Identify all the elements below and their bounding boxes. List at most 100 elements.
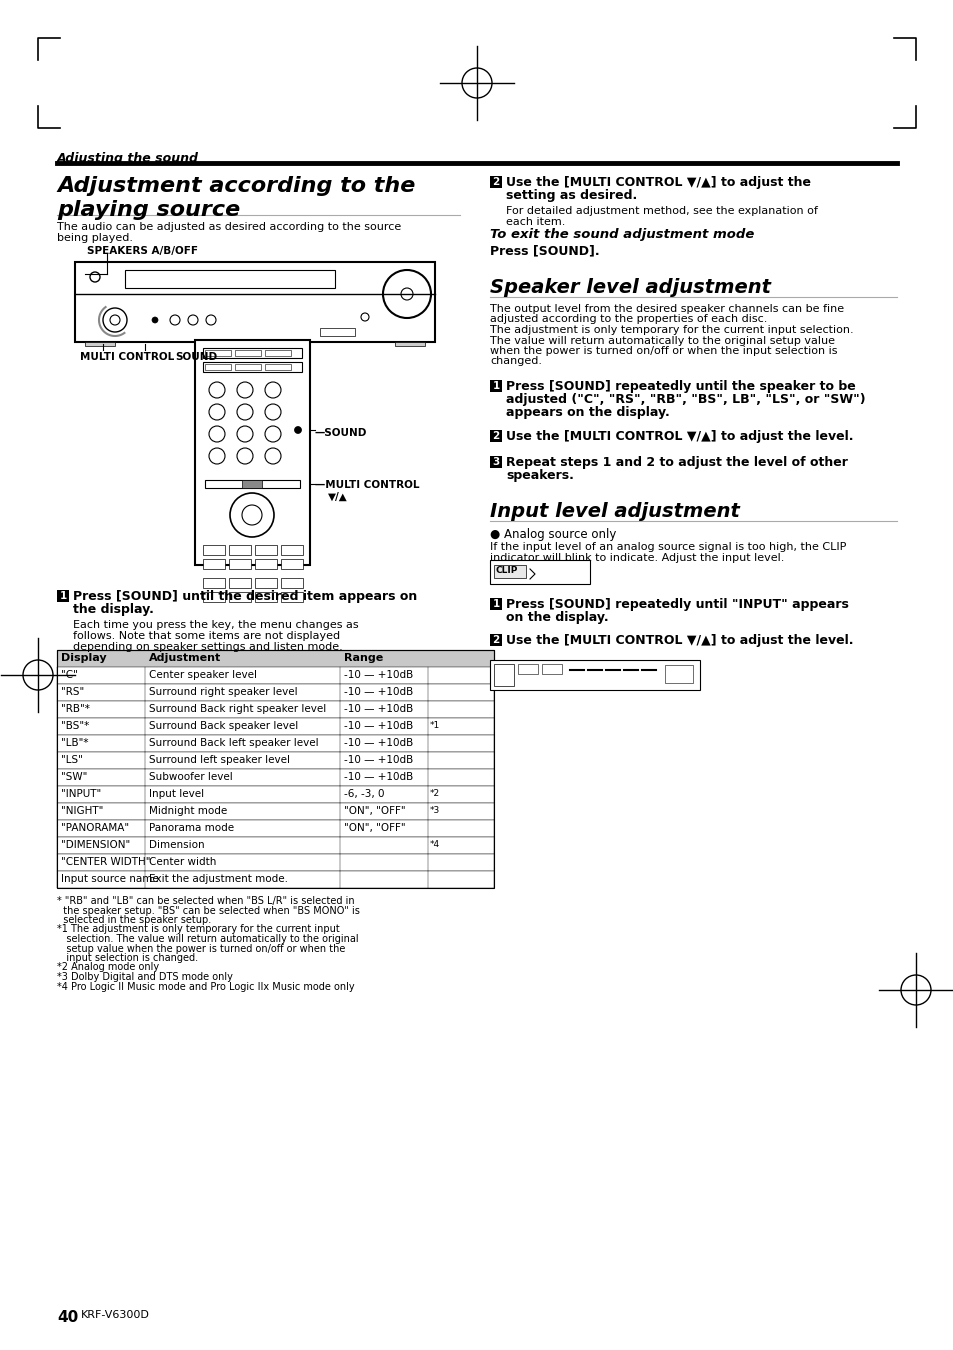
Circle shape	[206, 315, 215, 325]
Bar	[203, 578, 225, 589]
Bar	[57, 855, 494, 871]
Text: when the power is turned on/off or when the input selection is: when the power is turned on/off or when …	[490, 346, 837, 356]
Circle shape	[230, 493, 274, 537]
Bar	[490, 176, 501, 188]
Text: Display: Display	[61, 653, 107, 663]
Bar	[254, 578, 276, 589]
Bar	[229, 559, 251, 568]
Bar	[494, 566, 525, 578]
Text: "C": "C"	[61, 670, 78, 680]
Text: Surround right speaker level: Surround right speaker level	[149, 687, 297, 697]
Circle shape	[103, 308, 127, 332]
Bar	[490, 660, 700, 690]
Circle shape	[265, 448, 281, 464]
Circle shape	[360, 313, 369, 321]
Bar	[517, 664, 537, 674]
Text: 1: 1	[492, 599, 499, 609]
Text: Press [SOUND] until the desired item appears on: Press [SOUND] until the desired item app…	[73, 590, 416, 603]
Text: Press [SOUND] repeatedly until the speaker to be: Press [SOUND] repeatedly until the speak…	[505, 379, 855, 393]
Text: on the display.: on the display.	[505, 612, 608, 624]
Bar	[395, 342, 424, 346]
Bar	[57, 667, 494, 684]
Bar	[265, 350, 291, 356]
Text: *3 Dolby Digital and DTS mode only: *3 Dolby Digital and DTS mode only	[57, 972, 233, 981]
Text: Input level: Input level	[149, 788, 204, 799]
Text: Center speaker level: Center speaker level	[149, 670, 256, 680]
Bar	[229, 545, 251, 555]
Bar	[57, 701, 494, 718]
Text: follows. Note that some items are not displayed: follows. Note that some items are not di…	[73, 630, 340, 641]
Bar	[541, 664, 561, 674]
Text: Midnight mode: Midnight mode	[149, 806, 227, 815]
Text: "ON", "OFF": "ON", "OFF"	[344, 824, 405, 833]
Text: depending on speaker settings and listen mode.: depending on speaker settings and listen…	[73, 643, 342, 652]
Text: the display.: the display.	[73, 603, 153, 616]
Text: *4 Pro Logic II Music mode and Pro Logic IIx Music mode only: *4 Pro Logic II Music mode and Pro Logic…	[57, 981, 355, 991]
Text: MULTI CONTROL: MULTI CONTROL	[80, 352, 174, 362]
Text: "SW": "SW"	[61, 772, 88, 782]
Circle shape	[382, 270, 431, 319]
Text: Adjusting the sound: Adjusting the sound	[57, 153, 199, 165]
Text: -10 — +10dB: -10 — +10dB	[344, 755, 413, 765]
Text: The adjustment is only temporary for the current input selection.: The adjustment is only temporary for the…	[490, 325, 853, 335]
Text: "BS"*: "BS"*	[61, 721, 90, 730]
Text: "LB"*: "LB"*	[61, 738, 89, 748]
Text: selection. The value will return automatically to the original: selection. The value will return automat…	[57, 934, 358, 944]
Circle shape	[209, 427, 225, 441]
Text: Surround Back left speaker level: Surround Back left speaker level	[149, 738, 318, 748]
Bar	[203, 545, 225, 555]
Circle shape	[265, 382, 281, 398]
Text: Repeat steps 1 and 2 to adjust the level of other: Repeat steps 1 and 2 to adjust the level…	[505, 456, 847, 468]
Text: *2: *2	[430, 788, 439, 798]
Text: The value will return automatically to the original setup value: The value will return automatically to t…	[490, 336, 834, 346]
Text: changed.: changed.	[490, 356, 541, 366]
Bar	[494, 664, 514, 686]
Circle shape	[209, 448, 225, 464]
Text: "DIMENSION": "DIMENSION"	[61, 840, 131, 850]
Text: The output level from the desired speaker channels can be fine: The output level from the desired speake…	[490, 304, 843, 315]
Text: 2: 2	[492, 177, 499, 188]
Bar	[490, 560, 589, 585]
Circle shape	[265, 427, 281, 441]
Bar	[490, 634, 501, 647]
Text: Each time you press the key, the menu changes as: Each time you press the key, the menu ch…	[73, 620, 358, 630]
Bar	[229, 578, 251, 589]
Bar	[242, 481, 262, 487]
Circle shape	[90, 271, 100, 282]
Text: 3: 3	[492, 458, 499, 467]
Bar	[57, 803, 494, 819]
Bar	[205, 364, 231, 370]
Text: Range: Range	[344, 653, 383, 663]
Text: 2: 2	[492, 431, 499, 441]
Text: -10 — +10dB: -10 — +10dB	[344, 772, 413, 782]
Text: Adjustment according to the: Adjustment according to the	[57, 176, 415, 196]
Text: Surround Back speaker level: Surround Back speaker level	[149, 721, 298, 730]
Bar	[57, 752, 494, 769]
Text: Subwoofer level: Subwoofer level	[149, 772, 233, 782]
Text: setting as desired.: setting as desired.	[505, 189, 637, 202]
Bar	[125, 270, 335, 288]
Text: * "RB" and "LB" can be selected when "BS L/R" is selected in: * "RB" and "LB" can be selected when "BS…	[57, 896, 355, 906]
Circle shape	[265, 404, 281, 420]
Bar	[490, 379, 501, 391]
Text: -10 — +10dB: -10 — +10dB	[344, 670, 413, 680]
Bar	[281, 578, 303, 589]
Bar	[57, 819, 494, 837]
Bar	[57, 649, 494, 888]
Bar	[234, 350, 261, 356]
Bar	[319, 328, 355, 336]
Bar	[203, 559, 225, 568]
Circle shape	[236, 382, 253, 398]
Text: -10 — +10dB: -10 — +10dB	[344, 738, 413, 748]
Text: Press [SOUND] repeatedly until "INPUT" appears: Press [SOUND] repeatedly until "INPUT" a…	[505, 598, 848, 612]
Bar	[490, 598, 501, 610]
Text: "PANORAMA": "PANORAMA"	[61, 824, 129, 833]
Circle shape	[242, 505, 262, 525]
Text: Panorama mode: Panorama mode	[149, 824, 233, 833]
Text: The audio can be adjusted as desired according to the source: The audio can be adjusted as desired acc…	[57, 221, 401, 232]
Bar	[205, 481, 299, 487]
Text: ▼/▲: ▼/▲	[328, 491, 348, 502]
Text: SPEAKERS A/B/OFF: SPEAKERS A/B/OFF	[87, 246, 198, 256]
Bar	[254, 593, 276, 602]
Circle shape	[209, 404, 225, 420]
